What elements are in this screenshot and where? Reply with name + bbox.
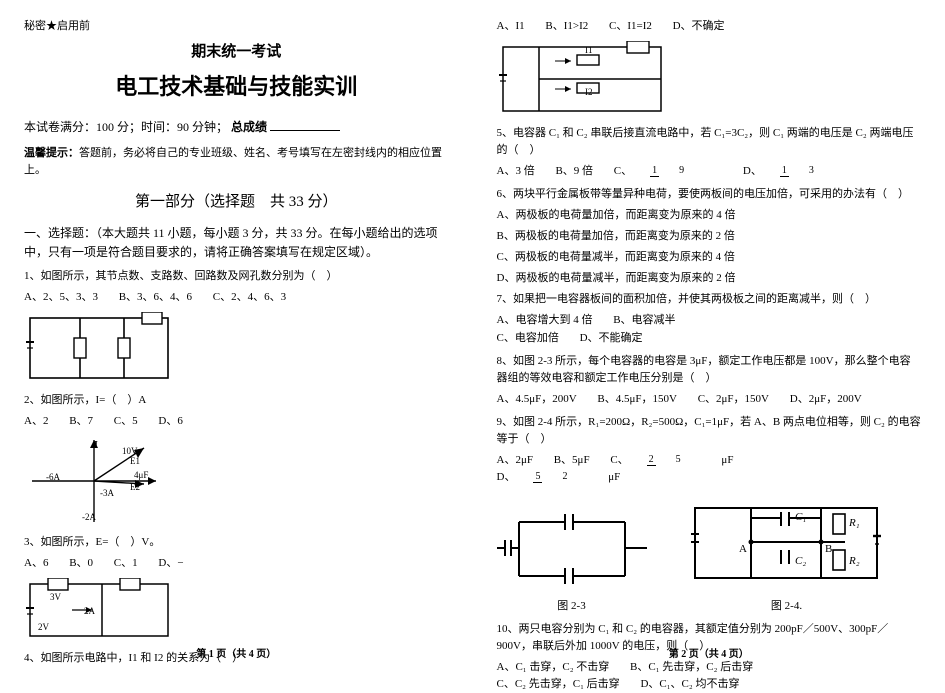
q3-opt-b: B、0 [69,555,93,572]
q2-figure: I 10V E1 4μF E2 -6A -3A -2A [24,436,449,526]
q5-opt-b: B、9 倍 [555,163,593,180]
q5-opt-d: D、13 [743,163,852,180]
q6-opt-b: B、两极板的电荷量加倍，而距离变为原来的 2 倍 [497,228,922,245]
svg-text:B: B [825,543,832,555]
secret-label: 秘密★启用前 [24,18,449,35]
q4-opts: A、I1 B、I1>I2 C、I1=I2 D、不确定 [497,18,922,35]
q7-opt-d: D、不能确定 [580,330,643,347]
q1-text: 1、如图所示，其节点数、支路数、回路数及网孔数分别为（ ） [24,268,449,285]
q8-opts: A、4.5μF，200V B、4.5μF，150V C、2μF，150V D、2… [497,391,922,408]
figures-row: 图 2-3 C₁ C₂ [497,494,922,615]
q10-opt-d: D、C₁、C₂ 均不击穿 [640,676,739,693]
fig24-caption: 图 2-4. [687,598,887,615]
exam-title-line2: 电工技术基础与技能实训 [24,70,449,104]
q6-opt-d: D、两极板的电荷量减半，而距离变为原来的 2 倍 [497,270,922,287]
q9-opt-c: C、25 μF [610,452,751,469]
page-left: 秘密★启用前 期末统一考试 电工技术基础与技能实训 本试卷满分：100 分；时间… [0,0,473,668]
q9-text: 9、如图 2-4 所示，R₁=200Ω，R₂=500Ω，C₁=1μF，若 A、B… [497,414,922,448]
score-line: 本试卷满分：100 分；时间：90 分钟； 总成绩 [24,118,449,137]
q8-opt-c: C、2μF，150V [698,391,769,408]
q4-opt-c: C、I1=I2 [609,18,652,35]
q4-opt-b: B、I1>I2 [545,18,588,35]
q5-opt-a: A、3 倍 [497,163,535,180]
score-total-label: 总成绩 [231,120,267,134]
q3-figure: 3V 2V 2A [24,578,449,642]
svg-text:3V: 3V [50,592,62,602]
warm-tip-text: 答题前，务必将自己的专业班级、姓名、考号填写在左密封线内的相应位置上。 [24,147,442,176]
q2-opt-d: D、6 [158,413,182,430]
score-prefix: 本试卷满分：100 分；时间：90 分钟； [24,120,228,134]
q3-opts: A、6 B、0 C、1 D、− [24,555,449,572]
q7-text: 7、如果把一电容器板间的面积加倍，并使其两极板之间的距离减半，则（ ） [497,291,922,308]
q6-opt-a: A、两极板的电荷量加倍，而距离变为原来的 4 倍 [497,207,922,224]
q8-opt-d: D、2μF，200V [790,391,862,408]
q1-opt-b: B、3、6、4、6 [119,289,192,306]
svg-text:E2: E2 [130,482,140,492]
fig23-caption: 图 2-3 [497,598,647,615]
q1-opt-c: C、2、4、6、3 [213,289,286,306]
q3-opt-c: C、1 [114,555,138,572]
q2-text: 2、如图所示，I=（ ）A [24,392,449,409]
q2-opt-b: B、7 [69,413,93,430]
q1-opt-a: A、2、5、3、3 [24,289,98,306]
q9-opt-d: D、52 μF [497,469,639,486]
q7-opt-a: A、电容增大到 4 倍 [497,312,593,329]
svg-text:10V: 10V [122,446,138,456]
svg-text:R₂: R₂ [848,555,860,567]
page-right: A、I1 B、I1>I2 C、I1=I2 D、不确定 I1 I2 5、电容器 C… [473,0,945,668]
exam-title-line1: 期末统一考试 [24,41,449,64]
q3-opt-d: D、− [158,555,183,572]
q8-opt-a: A、4.5μF，200V [497,391,577,408]
q7-opt-c: C、电容加倍 [497,330,559,347]
q6-opt-c: C、两极板的电荷量减半，而距离变为原来的 4 倍 [497,249,922,266]
svg-text:4μF: 4μF [134,470,148,480]
svg-text:E1: E1 [130,456,140,466]
q6-text: 6、两块平行金属板带等量异种电荷，要使两板间的电压加倍，可采用的办法有（ ） [497,186,922,203]
svg-text:A: A [739,543,747,555]
svg-text:2V: 2V [38,622,50,632]
q7-opt-b: B、电容减半 [613,312,675,329]
q5-opt-c: C、19 [614,163,722,180]
svg-text:-2A: -2A [82,512,96,522]
q7-opts: A、电容增大到 4 倍 B、电容减半 C、电容加倍 D、不能确定 [497,312,922,346]
q2-opt-c: C、5 [114,413,138,430]
svg-text:I2: I2 [585,87,593,97]
page-footer-right: 第 2 页（共 4 页） [473,647,945,663]
q8-text: 8、如图 2-3 所示，每个电容器的电容是 3μF，额定工作电压都是 100V，… [497,353,922,387]
q4-opt-a: A、I1 [497,18,525,35]
q3-opt-a: A、6 [24,555,48,572]
q2-opts: A、2 B、7 C、5 D、6 [24,413,449,430]
score-blank [270,130,340,131]
q10-opt-c: C、C₂ 先击穿，C₁ 后击穿 [497,676,620,693]
svg-text:I: I [94,440,98,451]
q2-opt-a: A、2 [24,413,48,430]
q1-opts: A、2、5、3、3 B、3、6、4、6 C、2、4、6、3 [24,289,449,306]
question-header: 一、选择题：（本大题共 11 小题，每小题 3 分，共 33 分。在每小题给出的… [24,224,449,261]
svg-text:-6A: -6A [46,472,60,482]
q5-text: 5、电容器 C₁ 和 C₂ 串联后接直流电路中，若 C₁=3C₂，则 C₁ 两端… [497,125,922,159]
figure-2-4: C₁ C₂ R₁ R₂ A B [687,494,887,615]
page-footer-left: 第 1 页（共 4 页） [0,647,473,663]
figure-2-3: 图 2-3 [497,500,647,615]
q1-figure [24,312,449,384]
svg-text:-3A: -3A [100,488,114,498]
q10-opts: A、C₁ 击穿，C₂ 不击穿 B、C₁ 先击穿，C₂ 后击穿 C、C₂ 先击穿，… [497,659,922,693]
q8-opt-b: B、4.5μF，150V [597,391,677,408]
warm-tip-label: 温馨提示： [24,147,79,159]
svg-text:I1: I1 [585,45,593,55]
q5-opts: A、3 倍 B、9 倍 C、19 D、13 [497,163,922,180]
q9-opts: A、2μF B、5μF C、25 μF D、52 μF [497,452,922,486]
q3-text: 3、如图所示，E=（ ）V。 [24,534,449,551]
q9-opt-a: A、2μF [497,452,533,469]
q4-figure: I1 I2 [497,41,922,117]
svg-text:R₁: R₁ [848,517,860,529]
section-title: 第一部分（选择题 共 33 分） [24,191,449,214]
q4-opt-d: D、不确定 [673,18,725,35]
svg-text:C₂: C₂ [795,555,806,567]
q9-opt-b: B、5μF [554,452,590,469]
warm-tip: 温馨提示：答题前，务必将自己的专业班级、姓名、考号填写在左密封线内的相应位置上。 [24,145,449,179]
